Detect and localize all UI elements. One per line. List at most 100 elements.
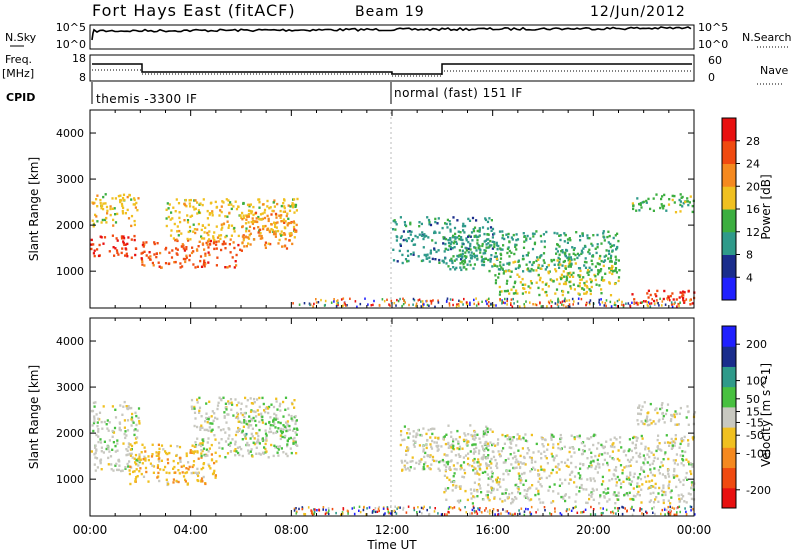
scatter-cell (401, 469, 404, 472)
scatter-cell (586, 271, 589, 274)
scatter-cell (277, 229, 280, 233)
scatter-cell (213, 238, 216, 242)
noise-cell (646, 301, 648, 304)
scatter-cell (126, 242, 129, 246)
scatter-cell (646, 461, 649, 464)
scatter-cell (458, 234, 461, 238)
noise-cell (402, 297, 404, 300)
noise-cell (353, 512, 356, 516)
noise-cell (631, 505, 633, 509)
scatter-cell (447, 441, 450, 445)
scatter-cell (239, 248, 242, 251)
scatter-cell (473, 481, 476, 484)
scatter-cell (420, 222, 423, 226)
scatter-cell (425, 257, 428, 260)
scatter-cell (672, 440, 675, 443)
scatter-cell (477, 458, 480, 461)
noise-cell (490, 302, 492, 306)
scatter-cell (449, 259, 452, 262)
scatter-cell (105, 447, 108, 451)
scatter-cell (217, 401, 220, 404)
scatter-cell (124, 467, 127, 470)
scatter-cell (94, 451, 97, 455)
scatter-cell (201, 449, 204, 453)
scatter-cell (623, 449, 626, 452)
scatter-cell (484, 470, 487, 474)
scatter-cell (251, 435, 254, 438)
scatter-cell (459, 253, 462, 256)
velocity-scatter (90, 396, 697, 517)
scatter-cell (412, 243, 415, 246)
noise-cell (474, 511, 476, 514)
scatter-cell (109, 205, 112, 208)
scatter-cell (641, 437, 644, 440)
scatter-cell (582, 441, 585, 444)
scatter-cell (226, 452, 230, 455)
scatter-cell (452, 464, 455, 467)
noise-cell (301, 506, 304, 509)
noise-cell (573, 300, 575, 303)
noise-cell (563, 299, 566, 302)
scatter-cell (603, 239, 606, 242)
scatter-cell (453, 235, 456, 239)
scatter-cell (498, 268, 502, 271)
scatter-cell (151, 453, 154, 456)
scatter-cell (204, 252, 207, 255)
scatter-cell (463, 259, 466, 263)
scatter-cell (659, 206, 662, 210)
scatter-cell (476, 495, 479, 498)
scatter-cell (673, 413, 676, 416)
noise-cell (592, 508, 595, 511)
scatter-cell (646, 412, 649, 415)
scatter-cell (186, 237, 189, 241)
scatter-cell (113, 426, 117, 430)
noise-cell (351, 507, 354, 510)
scatter-cell (569, 265, 572, 268)
scatter-cell (283, 206, 286, 210)
scatter-cell (445, 461, 448, 464)
scatter-cell (402, 230, 405, 233)
scatter-cell (252, 205, 255, 209)
scatter-cell (652, 197, 655, 200)
scatter-cell (282, 415, 285, 418)
scatter-cell (165, 246, 168, 250)
scatter-cell (468, 260, 471, 263)
scatter-cell (284, 396, 288, 399)
scatter-cell (664, 412, 668, 416)
scatter-cell (139, 467, 142, 470)
scatter-cell (561, 293, 564, 297)
scatter-cell (679, 193, 682, 196)
scatter-cell (215, 243, 218, 246)
scatter-cell (585, 285, 588, 288)
scatter-cell (515, 497, 518, 500)
scatter-cell (399, 244, 402, 247)
scatter-cell (662, 458, 665, 461)
scatter-cell (562, 497, 565, 500)
scatter-cell (515, 289, 518, 292)
scatter-cell (544, 455, 547, 458)
scatter-cell (220, 205, 223, 208)
scatter-cell (178, 229, 181, 233)
colorbar-segment (722, 209, 736, 233)
scatter-cell (228, 434, 231, 437)
scatter-cell (135, 201, 138, 205)
scatter-cell (591, 262, 594, 266)
scatter-cell (111, 448, 114, 451)
scatter-cell (566, 273, 569, 277)
scatter-cell (474, 450, 477, 453)
scatter-cell (283, 205, 286, 208)
scatter-cell (258, 206, 261, 209)
scatter-cell (218, 454, 221, 458)
scatter-cell (392, 228, 395, 231)
noise-cell (401, 304, 403, 308)
scatter-cell (157, 454, 160, 457)
scatter-cell (548, 474, 551, 478)
scatter-cell (237, 243, 240, 247)
scatter-cell (198, 396, 201, 400)
noise-cell (399, 297, 401, 301)
scatter-cell (679, 210, 682, 213)
scatter-cell (529, 280, 533, 283)
noise-cell (455, 305, 458, 308)
noise-cell (678, 505, 681, 508)
